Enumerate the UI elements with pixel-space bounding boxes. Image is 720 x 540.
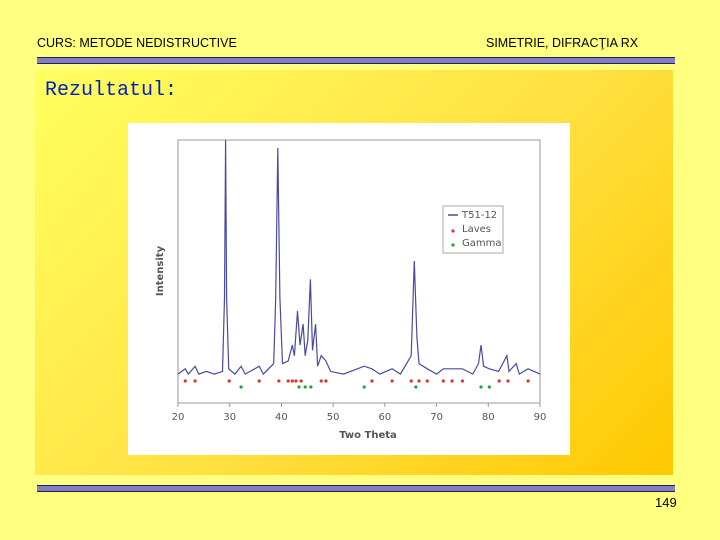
phase-marker: [506, 379, 510, 383]
x-tick-label: 60: [378, 412, 391, 423]
x-tick-label: 40: [275, 412, 288, 423]
x-tick-label: 90: [534, 412, 547, 423]
y-axis-label: Intensity: [155, 245, 166, 296]
phase-marker: [277, 379, 281, 383]
phase-marker: [257, 379, 261, 383]
phase-marker: [294, 379, 298, 383]
x-tick-label: 80: [482, 412, 495, 423]
divider: [37, 485, 675, 492]
x-tick-label: 70: [430, 412, 443, 423]
phase-marker: [227, 379, 231, 383]
phase-marker: [460, 379, 465, 383]
phase-marker: [183, 379, 187, 383]
legend-swatch: [451, 243, 455, 247]
phase-marker: [193, 379, 197, 383]
page-number: 149: [655, 495, 677, 510]
phase-marker: [417, 379, 421, 383]
phase-marker: [441, 379, 445, 383]
phase-marker: [409, 379, 413, 383]
phase-marker: [239, 385, 243, 389]
x-axis-label: Two Theta: [339, 430, 397, 441]
legend-swatch: [451, 229, 455, 233]
x-tick-label: 50: [327, 412, 340, 423]
legend-label: Laves: [462, 224, 491, 235]
phase-marker: [297, 385, 301, 389]
phase-marker: [390, 379, 394, 383]
phase-marker: [370, 379, 374, 383]
phase-marker: [362, 385, 366, 389]
phase-marker: [450, 379, 454, 383]
x-tick-label: 30: [223, 412, 236, 423]
phase-marker: [479, 385, 483, 389]
phase-marker: [497, 379, 501, 383]
legend-label: Gamma: [462, 238, 502, 249]
phase-marker: [324, 379, 328, 383]
data-line: [177, 139, 541, 376]
phase-marker: [425, 379, 429, 383]
phase-marker: [286, 379, 290, 383]
x-tick-label: 20: [172, 412, 185, 423]
slide-title: Rezultatul:: [45, 79, 178, 102]
phase-marker: [299, 379, 303, 383]
phase-marker: [303, 385, 307, 389]
phase-marker: [526, 379, 530, 383]
phase-marker: [487, 385, 491, 389]
phase-marker: [414, 385, 418, 389]
phase-marker: [290, 379, 294, 383]
header-right: SIMETRIE, DIFRACŢIA RX: [486, 36, 639, 50]
legend-label: T51-12: [461, 210, 497, 221]
plot-frame: [177, 139, 541, 404]
divider: [37, 57, 675, 64]
phase-marker: [319, 379, 323, 383]
phase-marker: [309, 385, 313, 389]
header-left: CURS: METODE NEDISTRUCTIVE: [37, 36, 237, 50]
chart: Two Theta Intensity 20 30 40 50 60 70 80 90 T51-…: [128, 123, 570, 455]
